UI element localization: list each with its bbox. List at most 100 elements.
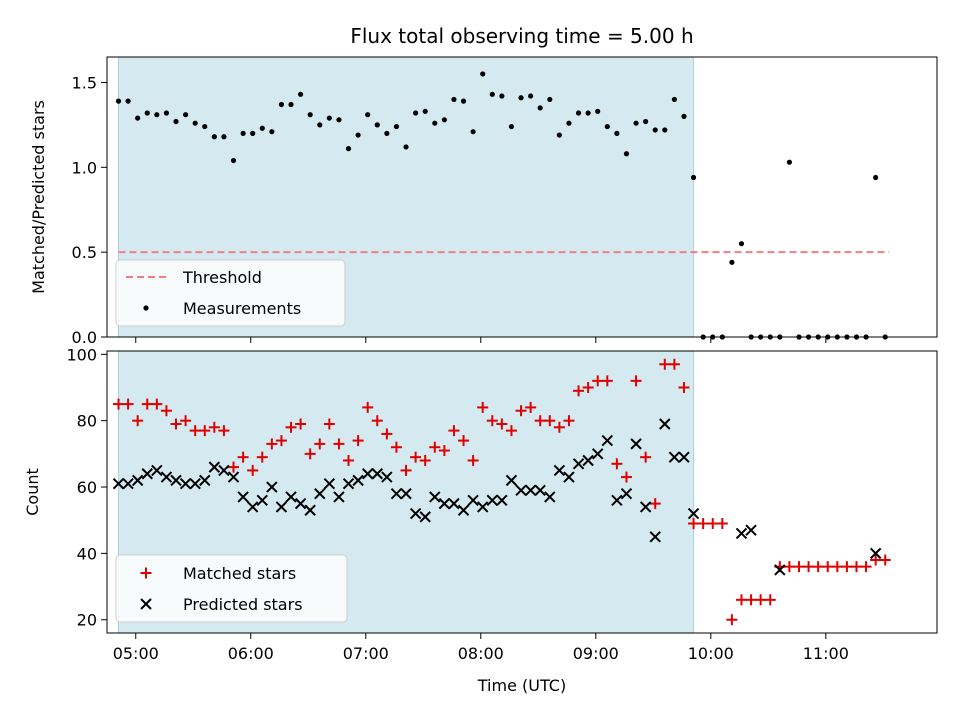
matched-star-point (295, 418, 307, 430)
x-tick-label: 06:00 (228, 644, 274, 663)
cross-b (294, 497, 307, 510)
count-panel: 20 40 60 80 100 05:00 06:00 07:00 08:00 09:00 10:… (23, 345, 938, 695)
predicted-star-point (189, 477, 201, 490)
cross-b (592, 448, 604, 460)
predicted-star-point (639, 501, 652, 513)
matched-star-point (716, 518, 728, 530)
cross-b (199, 474, 211, 487)
measurement-point (623, 151, 630, 157)
y-tick-label: 60 (77, 478, 97, 497)
predicted-star-point (141, 468, 153, 480)
predicted-star-point (390, 487, 403, 500)
ratio-panel-frame (106, 56, 938, 338)
matched-star-point (390, 441, 402, 453)
cross-b (170, 474, 182, 487)
matched-star-point (573, 385, 585, 397)
matched-star-point (496, 418, 508, 430)
predicted-star-point (218, 464, 230, 477)
cross-b (390, 487, 403, 500)
measurement-point (508, 123, 515, 130)
measurement-point (125, 98, 131, 104)
matched-star-point (132, 415, 144, 427)
measurement-point (163, 110, 170, 116)
predicted-star-point (735, 527, 748, 540)
predicted-star-point (630, 438, 642, 450)
matched-star-point (668, 358, 680, 370)
predicted-star-point (601, 434, 614, 447)
cross-b (131, 474, 144, 487)
matched-star-point (678, 381, 690, 393)
matched-star-point (285, 421, 297, 433)
matched-star-point (160, 405, 172, 417)
matched-star-point (831, 561, 843, 573)
matched-star-point (208, 421, 220, 433)
cross-b (323, 477, 336, 490)
matched-star-point (860, 561, 872, 573)
ratio-y-axis-label: Matched/Predicted stars (29, 100, 48, 294)
measurement-point (115, 98, 122, 104)
matched-star-point (544, 415, 556, 427)
cross-b (505, 474, 518, 487)
cross-b (515, 484, 527, 497)
cross-b (246, 501, 259, 513)
legend-predicted-swatch (140, 598, 152, 610)
ratio-panel: 0.0 0.5 1.0 1.5 Matched/Predicted stars Thr… (29, 56, 938, 347)
measurement-point (317, 122, 323, 128)
measurement-point (384, 130, 390, 136)
matched-star-point (697, 518, 709, 530)
measurement-point (192, 120, 198, 126)
predicted-star-point (314, 487, 326, 500)
measurement-point (182, 112, 189, 118)
matched-star-point (803, 561, 815, 573)
cross-b (361, 468, 374, 480)
predicted-star-point (438, 497, 451, 510)
measurement-point (595, 108, 601, 114)
predicted-star-point (505, 474, 518, 487)
measurement-point (575, 110, 582, 116)
predicted-star-point (515, 484, 527, 497)
predicted-star-point (544, 491, 556, 503)
cross-b (563, 471, 575, 483)
cross-b (409, 507, 422, 520)
count-legend: Matched stars Predicted stars (115, 554, 348, 623)
matched-star-point (362, 401, 374, 413)
measurement-point (413, 110, 419, 116)
predicted-star-point (199, 474, 211, 487)
measurement-point (269, 129, 275, 135)
measurement-point (403, 144, 409, 150)
matched-star-point (534, 415, 546, 427)
cross-b (208, 461, 221, 473)
predicted-star-point (266, 481, 278, 493)
matched-star-point (505, 425, 517, 437)
matched-star-point (410, 451, 422, 463)
predicted-star-point (524, 484, 537, 497)
cross-b (534, 484, 546, 497)
y-tick-label: 1.5 (72, 73, 97, 92)
measurement-point (738, 241, 745, 247)
predicted-star-point (678, 451, 690, 463)
predicted-star-point (352, 474, 364, 487)
measurement-point (671, 96, 677, 103)
cross-b (333, 491, 345, 503)
measurement-point (441, 117, 447, 123)
legend-threshold-label: Threshold (182, 268, 262, 287)
matched-star-point (151, 398, 163, 410)
measurement-point (451, 96, 457, 103)
cross-b (256, 494, 268, 507)
cross-b (687, 507, 700, 520)
cross-b (189, 477, 201, 490)
cross-b (774, 564, 786, 576)
measurement-point (547, 96, 553, 103)
y-tick-label: 20 (77, 611, 97, 630)
measurement-point (652, 127, 658, 133)
matched-star-point (793, 561, 805, 573)
measurement-point (326, 115, 332, 121)
matched-star-point (755, 594, 767, 606)
predicted-star-point (151, 464, 163, 477)
measurement-point (211, 134, 217, 140)
predicted-star-point (122, 477, 134, 490)
predicted-star-point (486, 494, 498, 507)
predicted-star-point (649, 531, 661, 543)
predicted-star-point (275, 501, 288, 513)
cross-b (745, 524, 757, 536)
